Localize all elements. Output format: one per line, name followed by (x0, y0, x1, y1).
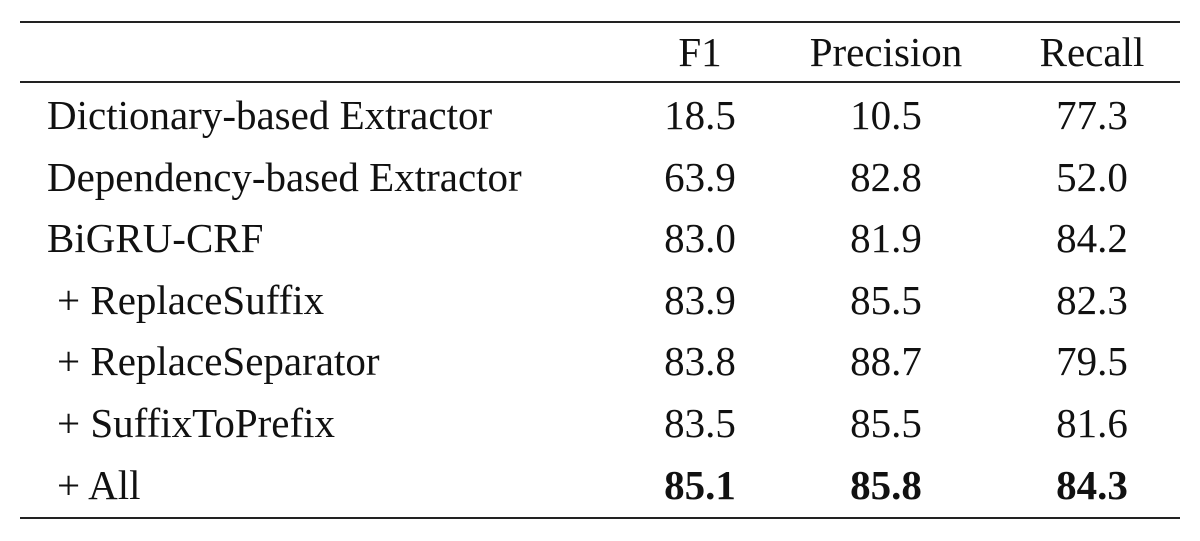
cell-value: 77.3 (1056, 92, 1128, 138)
cell-value: 83.8 (664, 338, 736, 385)
cell-value: 83.5 (664, 400, 736, 446)
row-label: Dictionary-based Extractor (47, 92, 493, 138)
cell-value: 18.5 (664, 92, 736, 138)
cell-value: 85.5 (850, 400, 922, 446)
cell-value: 81.9 (850, 215, 922, 262)
cell-value: 83.0 (664, 215, 736, 262)
cell-value: 10.5 (850, 92, 922, 138)
cell-value: 85.5 (850, 276, 922, 323)
cell-value: 84.2 (1056, 215, 1128, 262)
header-rule (20, 81, 1180, 83)
top-rule (20, 21, 1180, 23)
cell-value: 88.7 (850, 338, 922, 385)
cell-value: 52.0 (1056, 153, 1128, 200)
cell-value: 84.3 (1056, 461, 1128, 508)
row-label: + ReplaceSuffix (57, 276, 325, 323)
cell-value: 79.5 (1056, 338, 1128, 385)
row-label: + ReplaceSeparator (57, 338, 380, 385)
row-label: Dependency-based Extractor (47, 153, 522, 200)
cell-value: 81.6 (1056, 400, 1128, 446)
column-header: Precision (809, 29, 963, 75)
column-header: Recall (1039, 29, 1145, 75)
cell-value: 85.1 (664, 461, 736, 508)
cell-value: 82.3 (1056, 276, 1128, 323)
cell-value: 83.9 (664, 276, 736, 323)
column-header: F1 (678, 29, 722, 75)
row-label: BiGRU-CRF (47, 215, 264, 262)
row-label: + SuffixToPrefix (57, 400, 336, 446)
cell-value: 82.8 (850, 153, 922, 200)
cell-value: 63.9 (664, 153, 736, 200)
cell-value: 85.8 (850, 461, 922, 508)
bottom-rule (20, 517, 1180, 519)
row-label: + All (57, 461, 141, 508)
